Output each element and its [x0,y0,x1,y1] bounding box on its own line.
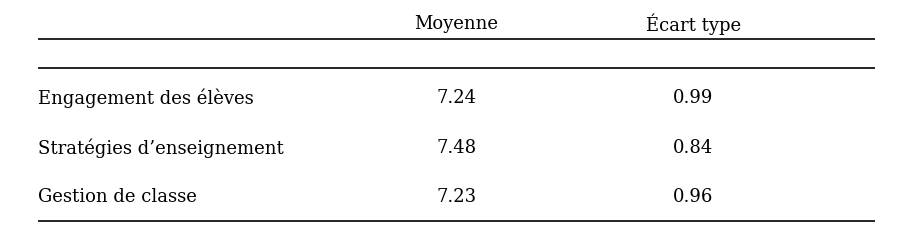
Text: Écart type: Écart type [645,13,740,35]
Text: 0.84: 0.84 [673,138,713,156]
Text: 7.24: 7.24 [436,89,477,107]
Text: 0.96: 0.96 [673,188,713,205]
Text: Engagement des élèves: Engagement des élèves [37,88,254,108]
Text: 7.23: 7.23 [436,188,477,205]
Text: Stratégies d’enseignement: Stratégies d’enseignement [37,137,284,157]
Text: Moyenne: Moyenne [415,15,498,33]
Text: 7.48: 7.48 [436,138,477,156]
Text: 0.99: 0.99 [673,89,713,107]
Text: Gestion de classe: Gestion de classe [37,188,196,205]
